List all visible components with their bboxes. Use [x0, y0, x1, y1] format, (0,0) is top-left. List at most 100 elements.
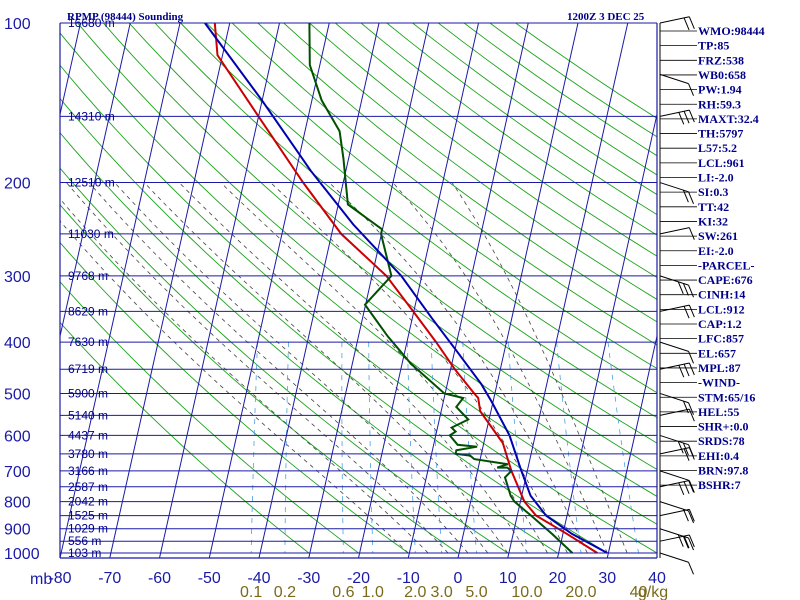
- height-label: 7630 m: [68, 335, 108, 349]
- mixing-ratio-line: [284, 342, 289, 554]
- dry-adiabat-line: [60, 32, 657, 525]
- wind-barb-flag: [683, 481, 690, 494]
- dry-adiabat-line: [515, 23, 657, 119]
- dry-adiabat-line: [257, 23, 657, 323]
- wind-barb-shaft: [659, 552, 689, 563]
- wind-barb: [659, 552, 694, 575]
- mixing-ratio-line: [556, 342, 582, 554]
- wind-barb-flag: [688, 534, 695, 548]
- height-label: 3166 m: [68, 464, 108, 478]
- isotherm-line: [308, 23, 430, 558]
- isotherm-line: [208, 23, 330, 558]
- height-label: 5140 m: [68, 408, 108, 422]
- wind-barb-flag: [683, 535, 690, 549]
- temperature-tick-label: -10: [397, 570, 420, 587]
- wind-barb: [659, 16, 695, 31]
- index-label: STM:65/16: [698, 390, 755, 404]
- height-label: 9768 m: [68, 269, 108, 283]
- index-label: SHR+:0.0: [698, 420, 749, 434]
- dry-adiabat-line: [335, 23, 657, 257]
- index-label: -WIND-: [698, 376, 740, 390]
- index-label: WMO:98444: [698, 24, 765, 38]
- index-label: -PARCEL-: [698, 258, 754, 272]
- height-label: 103 m: [68, 546, 101, 560]
- pressure-tick-label: 500: [4, 386, 31, 403]
- wind-barb-flag: [683, 17, 690, 31]
- index-label: BSHR:7: [698, 478, 741, 492]
- mixing-ratio-line: [407, 342, 416, 554]
- mixing-ratio-line: [462, 342, 477, 554]
- height-label: 1525 m: [68, 509, 108, 523]
- height-label: 2042 m: [68, 495, 108, 509]
- isotherm-line: [407, 23, 529, 558]
- index-label: CAPE:676: [698, 273, 753, 287]
- index-label: EI:-2.0: [698, 244, 734, 258]
- height-label: 11030 m: [68, 227, 114, 241]
- index-label: L57:5.2: [698, 141, 737, 155]
- index-label: LCL:961: [698, 156, 745, 170]
- isotherm-line: [457, 23, 579, 558]
- index-label: SW:261: [698, 229, 738, 243]
- dry-adiabat-line: [463, 23, 657, 157]
- pressure-tick-label: 600: [4, 428, 31, 445]
- index-label: LI:-2.0: [698, 171, 734, 185]
- wind-barb-flag: [682, 536, 689, 549]
- dry-adiabat-line: [77, 23, 657, 497]
- wind-barb-flag: [688, 509, 695, 522]
- wind-barb-flag: [683, 448, 690, 461]
- mixing-ratio-label: 5.0: [465, 584, 487, 600]
- index-label: LCL:912: [698, 302, 745, 316]
- wind-barb-flag: [688, 510, 694, 524]
- index-label: FRZ:538: [698, 53, 744, 67]
- mixing-ratio-label: 20.0: [565, 584, 596, 600]
- mixing-ratio-label: 10.0: [511, 584, 542, 600]
- mixing-ratio-label: 0.2: [274, 584, 296, 600]
- isotherm-line: [606, 333, 657, 558]
- pressure-tick-label: 900: [4, 522, 31, 539]
- wind-barb: [659, 470, 694, 493]
- wind-barb: [659, 434, 694, 457]
- pressure-tick-label: 400: [4, 335, 31, 352]
- dry-adiabat-line: [60, 321, 310, 554]
- index-label: BRN:97.8: [698, 464, 748, 478]
- wind-barb-flag: [678, 365, 685, 378]
- mixing-ratio-line: [607, 342, 639, 554]
- dry-adiabat-line: [283, 23, 657, 300]
- dry-adiabat-line: [180, 23, 657, 394]
- height-label: 1029 m: [68, 522, 108, 536]
- temperature-tick-label: -70: [98, 570, 121, 587]
- wind-barb-shaft: [659, 73, 689, 85]
- wind-barb-flag: [688, 227, 695, 240]
- isotherm-line: [60, 23, 181, 558]
- dry-adiabat-line: [60, 281, 359, 554]
- isotherm-line: [557, 112, 657, 558]
- temperature-tick-label: 30: [598, 570, 616, 587]
- index-label: MPL:87: [698, 361, 741, 375]
- index-label: SI:0.3: [698, 185, 728, 199]
- pressure-tick-label: 300: [4, 269, 31, 286]
- mixing-ratio-label: 40: [630, 584, 648, 600]
- isotherm-line: [109, 23, 231, 558]
- dry-adiabat-line: [60, 132, 558, 554]
- wind-barb-flag: [683, 363, 690, 377]
- isotherm-line: [60, 23, 131, 339]
- mixing-ratio-line: [341, 342, 344, 554]
- wind-barb: [659, 501, 694, 524]
- temperature-profile-line: [213, 23, 598, 554]
- index-label: EL:657: [698, 346, 736, 360]
- wind-barb-flag: [688, 191, 694, 205]
- dewpoint-profile-line: [308, 23, 574, 554]
- wind-barb-flag: [688, 109, 695, 123]
- temperature-tick-label: 20: [549, 570, 567, 587]
- wind-barb-flag: [688, 408, 695, 422]
- dry-adiabat-line: [102, 23, 657, 470]
- wind-barb-flag: [682, 400, 689, 414]
- index-label: TP:85: [698, 39, 729, 53]
- dry-adiabat-line: [60, 167, 508, 554]
- isotherm-line: [159, 23, 280, 558]
- wind-barb-flag: [688, 480, 695, 493]
- stability-indices: WMO:98444TP:85FRZ:538WB0:658PW:1.94RH:59…: [660, 24, 765, 492]
- dry-adiabat-line: [60, 204, 459, 554]
